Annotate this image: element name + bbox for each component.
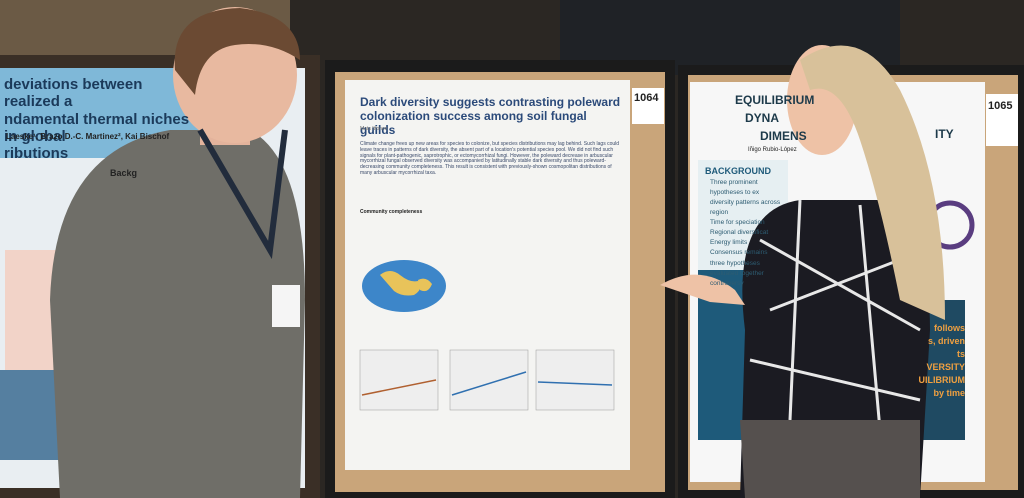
poster-title: DIMENS xyxy=(760,129,807,143)
sweater-pattern xyxy=(749,199,926,431)
trend-line xyxy=(361,379,437,396)
box-title: Community completeness xyxy=(360,209,423,215)
text-line: Time for speciation xyxy=(710,219,765,227)
poster-title: ITY xyxy=(935,127,954,141)
text-line: evaluated together xyxy=(710,269,764,277)
poster-title: DYNA xyxy=(745,111,780,125)
sweater xyxy=(50,130,305,498)
highlight-line: ts xyxy=(956,349,965,360)
poster-title: EQUILIBRIUM xyxy=(735,93,815,107)
highlight-line: by time xyxy=(933,388,965,399)
abstract: Climate change frees up new areas for sp… xyxy=(360,141,620,176)
trend-line xyxy=(537,381,613,386)
lanyard xyxy=(197,128,288,260)
highlight-line: follows xyxy=(934,323,965,333)
hair xyxy=(174,8,300,95)
skirt xyxy=(740,420,920,498)
badge xyxy=(272,285,300,327)
text-line: Regional diversificat xyxy=(710,229,769,237)
scatter-plot xyxy=(535,349,615,411)
number-card xyxy=(632,88,664,124)
poster-title: deviations between realized a ndamental … xyxy=(4,76,199,162)
poster-authors: Mats Ittonen xyxy=(360,126,388,132)
poster-number: 1064 xyxy=(634,92,659,104)
scatter-plot xyxy=(359,349,439,411)
text-line: Three prominent hypotheses to ex xyxy=(710,179,760,197)
poster-text: Three prominent hypotheses to ex diversit… xyxy=(710,178,790,289)
highlight-line: s, driven xyxy=(927,336,965,347)
text-line: three hypotheses xyxy=(710,259,760,267)
section-title: BACKGROUND xyxy=(705,166,771,176)
poster-authors: Iñigo Rubio-López xyxy=(748,147,797,153)
text-line: controversy xyxy=(710,279,744,287)
highlight-line: VERSITY xyxy=(926,362,965,373)
title-line: deviations between realized a xyxy=(4,76,143,111)
trend-line xyxy=(451,371,527,396)
highlight-text: follows s, driven ts VERSITY UILIBRIUM by tim… xyxy=(905,322,966,400)
text-line: diversity patterns across region xyxy=(710,199,781,217)
poster-number: 1065 xyxy=(988,100,1013,112)
section-title: Backg xyxy=(110,168,138,178)
title-line: ndamental thermal niches in global xyxy=(4,110,190,145)
continents xyxy=(380,271,432,296)
poster-title: Dark diversity suggests contrasting pole… xyxy=(360,95,621,137)
poster-authors: Laeske¹, Brazo D.-C. Martinez², Kai Bisc… xyxy=(6,132,170,141)
title-line: ributions xyxy=(4,145,69,162)
scatter-plot xyxy=(449,349,529,411)
number-card xyxy=(986,94,1018,146)
hand xyxy=(660,274,745,305)
text-line: Consensus remains xyxy=(710,249,768,257)
hair xyxy=(800,45,945,321)
highlight-line: UILIBRIUM xyxy=(918,375,966,386)
text-line: Energy limits xyxy=(710,239,748,247)
